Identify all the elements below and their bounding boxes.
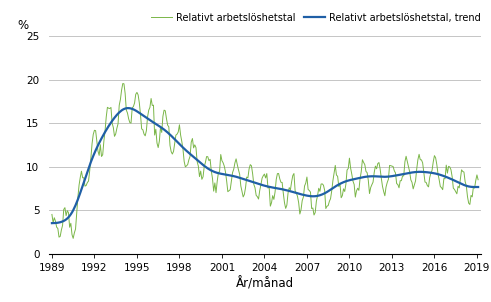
Relativt arbetslöshetstal (272, 190, 278, 194)
Relativt arbetslöshetstal (475, 178, 481, 182)
Relativt arbetslöshetstal, trend (475, 185, 481, 189)
Relativt arbetslöshetstal (358, 170, 364, 173)
Relativt arbetslöshetstal, trend (49, 221, 55, 225)
Relativt arbetslöshetstal, trend (198, 161, 204, 165)
Relativt arbetslöshetstal (369, 183, 375, 187)
Relativt arbetslöshetstal (199, 178, 205, 181)
X-axis label: År/månad: År/månad (236, 277, 294, 290)
Relativt arbetslöshetstal, trend (271, 186, 277, 190)
Y-axis label: %: % (18, 19, 29, 32)
Line: Relativt arbetslöshetstal: Relativt arbetslöshetstal (52, 84, 478, 238)
Relativt arbetslöshetstal (70, 236, 76, 240)
Relativt arbetslöshetstal, trend (126, 106, 132, 110)
Legend: Relativt arbetslöshetstal, Relativt arbetslöshetstal, trend: Relativt arbetslöshetstal, Relativt arbe… (151, 13, 481, 23)
Relativt arbetslöshetstal (49, 213, 55, 216)
Relativt arbetslöshetstal (120, 82, 126, 85)
Relativt arbetslöshetstal, trend (420, 170, 426, 174)
Relativt arbetslöshetstal (367, 192, 373, 195)
Relativt arbetslöshetstal, trend (365, 175, 371, 178)
Relativt arbetslöshetstal, trend (357, 176, 363, 180)
Relativt arbetslöshetstal, trend (368, 175, 374, 178)
Line: Relativt arbetslöshetstal, trend: Relativt arbetslöshetstal, trend (52, 108, 478, 223)
Relativt arbetslöshetstal (421, 171, 427, 174)
